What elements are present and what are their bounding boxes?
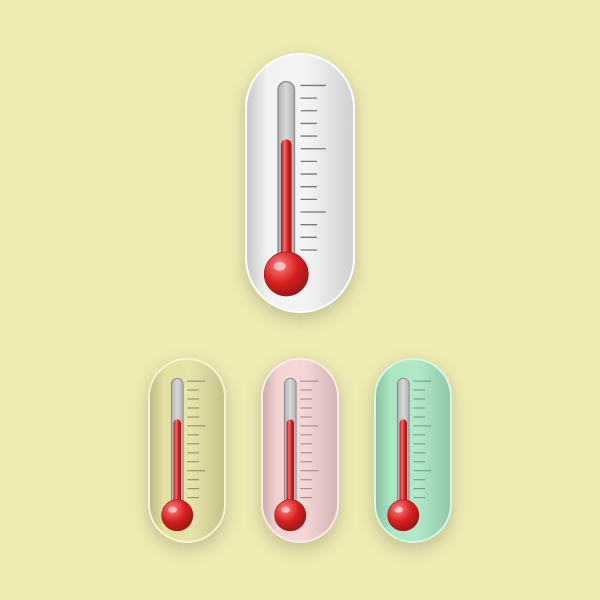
thermometer-large — [245, 53, 355, 318]
thermometer-small-yellow — [148, 358, 226, 548]
thermometer-small-pink — [261, 358, 339, 548]
thermometer-small-green — [374, 358, 452, 548]
top-row — [245, 53, 355, 318]
bottom-row — [148, 358, 452, 548]
